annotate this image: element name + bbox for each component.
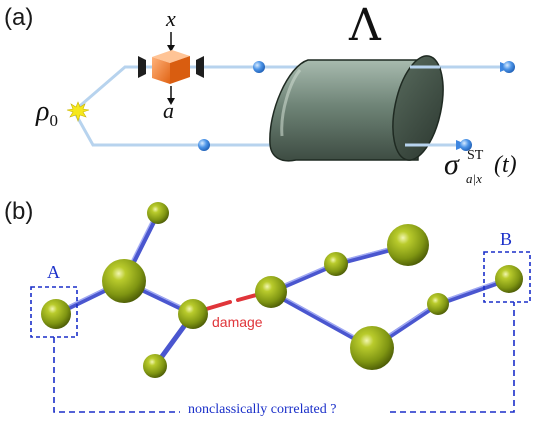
atom-a [41, 299, 71, 329]
node-a-label: A [47, 262, 60, 282]
lower-beam-ball-2 [460, 139, 472, 151]
source-star-icon [66, 101, 90, 122]
upper-beam-ball-1 [253, 61, 265, 73]
sigma-label: σ ST a|x (t) [444, 148, 549, 192]
atom [255, 276, 287, 308]
node-b-label: B [500, 229, 513, 249]
atom [427, 293, 449, 315]
damage-label: damage [212, 314, 263, 330]
atom-b [495, 265, 523, 293]
channel-cylinder [269, 55, 444, 162]
box-b [483, 251, 531, 303]
input-x-label: x [166, 6, 176, 31]
panel-a-label: (a) [4, 4, 34, 31]
rho-label: ρ0 [36, 96, 58, 131]
lower-beam-ball-1 [198, 139, 210, 151]
rho-subscript: 0 [49, 111, 58, 130]
sigma-superscript: ST [467, 148, 484, 163]
atom [102, 259, 146, 303]
atom [143, 354, 167, 378]
atoms [41, 202, 523, 378]
output-a-label: a [163, 98, 174, 123]
correlation-caption: nonclassically correlated ? [185, 402, 340, 418]
sigma-argument: (t) [494, 152, 517, 178]
channel-label: Λ [349, 0, 381, 51]
atom [147, 202, 169, 224]
panel-a-graphics [66, 32, 515, 162]
panel-b-graphics [30, 202, 531, 413]
atom [387, 224, 429, 266]
damaged-bond [201, 292, 262, 312]
atom [178, 299, 208, 329]
sigma-subscript: a|x [466, 171, 482, 186]
measurement-box-icon [138, 32, 204, 105]
atom [350, 326, 394, 370]
sigma-symbol: σ [444, 148, 459, 181]
correlation-connector-left [53, 337, 180, 413]
rho-symbol: ρ [36, 96, 50, 127]
upper-beam-ball-2 [503, 61, 515, 73]
atom [324, 252, 348, 276]
correlation-connector-right [390, 302, 515, 413]
panel-b-label: (b) [4, 198, 34, 225]
